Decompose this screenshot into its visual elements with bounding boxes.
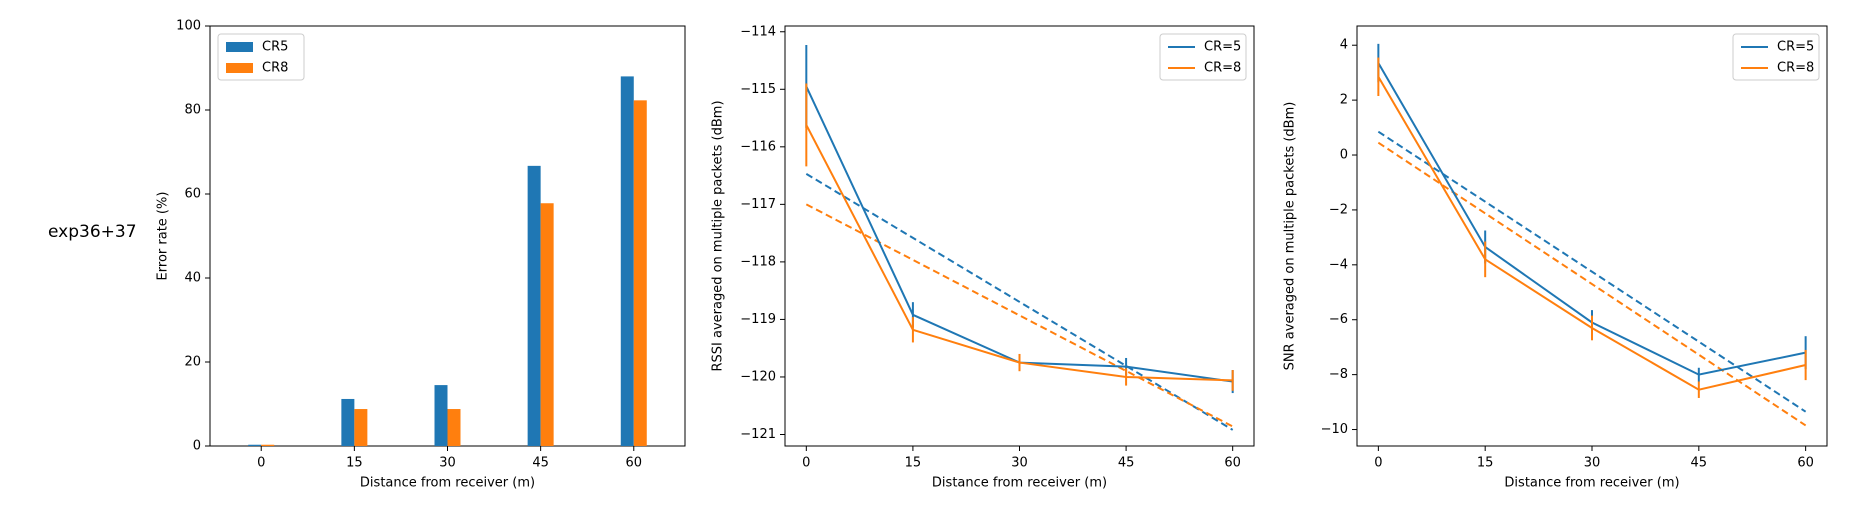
axes-frame bbox=[784, 25, 1255, 447]
x-axis-label: Distance from receiver (m) bbox=[1504, 476, 1679, 491]
y-tick-label: −121 bbox=[740, 427, 776, 442]
x-tick-label: 45 bbox=[1691, 456, 1708, 471]
bar-cr8-15 bbox=[354, 409, 368, 446]
y-tick-label: −120 bbox=[740, 369, 776, 384]
x-tick-label: 15 bbox=[346, 456, 363, 471]
y-axis-label: RSSI averaged on multiple packets (dBm) bbox=[711, 100, 726, 371]
series-line-cr=5 bbox=[805, 85, 1233, 383]
x-tick-label: 60 bbox=[1797, 456, 1814, 471]
bar-cr5-45 bbox=[527, 165, 541, 447]
x-tick-label: 30 bbox=[1011, 456, 1028, 471]
y-tick-label: 0 bbox=[1340, 148, 1348, 163]
axes-frame bbox=[1356, 25, 1828, 447]
trendline-cr=5 bbox=[805, 173, 1234, 431]
bar-cr8-60 bbox=[633, 100, 647, 446]
x-tick-label: 0 bbox=[1374, 456, 1382, 471]
legend-label: CR=8 bbox=[1777, 61, 1814, 76]
bar-cr8-45 bbox=[540, 203, 554, 446]
legend-label: CR=5 bbox=[1204, 40, 1241, 55]
y-tick-label: −2 bbox=[1329, 202, 1348, 217]
series-line-cr=8 bbox=[805, 124, 1233, 382]
bar-cr8-0 bbox=[261, 444, 275, 446]
legend-label: CR=8 bbox=[1204, 61, 1241, 76]
y-tick-label: −117 bbox=[740, 197, 776, 212]
x-tick-label: 45 bbox=[1118, 456, 1135, 471]
trendline-cr=5 bbox=[1377, 130, 1807, 413]
y-tick-label: 100 bbox=[176, 19, 201, 34]
y-tick-label: −116 bbox=[740, 139, 776, 154]
legend-swatch bbox=[226, 42, 253, 52]
x-tick-label: 15 bbox=[905, 456, 922, 471]
y-tick-label: 80 bbox=[184, 103, 201, 118]
y-axis-label: SNR averaged on multiple packets (dBm) bbox=[1283, 102, 1298, 371]
x-tick-label: 0 bbox=[802, 456, 810, 471]
x-tick-label: 0 bbox=[257, 456, 265, 471]
trendline-cr=8 bbox=[1377, 141, 1807, 427]
y-tick-label: −8 bbox=[1329, 367, 1348, 382]
legend-swatch bbox=[226, 63, 253, 73]
legend-label: CR=5 bbox=[1777, 40, 1814, 55]
x-tick-label: 30 bbox=[1584, 456, 1601, 471]
y-tick-label: −118 bbox=[740, 254, 776, 269]
y-tick-label: 2 bbox=[1340, 93, 1348, 108]
bar-cr8-30 bbox=[447, 409, 461, 446]
y-tick-label: −4 bbox=[1329, 257, 1348, 272]
y-tick-label: −119 bbox=[740, 312, 776, 327]
rssi-line-chart: 0 15 30 45 60 −121 −120 −119 −118 −117 −116 −115 −11… bbox=[711, 24, 1255, 491]
y-tick-label: −10 bbox=[1321, 422, 1348, 437]
x-tick-label: 15 bbox=[1477, 456, 1494, 471]
error-rate-bar-chart: 0 15 30 45 60 0 20 40 60 80 100 Distance from recei… bbox=[156, 19, 686, 491]
y-axis-label: Error rate (%) bbox=[156, 192, 171, 281]
y-tick-label: 40 bbox=[184, 271, 201, 286]
x-tick-label: 30 bbox=[439, 456, 456, 471]
x-tick-label: 60 bbox=[1224, 456, 1241, 471]
trendline-cr=8 bbox=[805, 203, 1234, 428]
y-tick-label: 4 bbox=[1340, 38, 1348, 53]
y-tick-label: −114 bbox=[740, 24, 776, 39]
y-tick-label: 60 bbox=[184, 187, 201, 202]
snr-line-chart: 0 15 30 45 60 −10 −8 −6 −4 −2 0 2 4 Distance from rec… bbox=[1283, 25, 1828, 491]
figure-row-label: exp36+37 bbox=[48, 222, 137, 242]
legend-label: CR5 bbox=[262, 40, 288, 55]
x-tick-label: 45 bbox=[532, 456, 549, 471]
bar-cr5-60 bbox=[620, 76, 634, 447]
y-tick-label: −6 bbox=[1329, 312, 1348, 327]
x-axis-label: Distance from receiver (m) bbox=[932, 476, 1107, 491]
axes-frame bbox=[209, 25, 686, 447]
y-tick-label: 20 bbox=[184, 355, 201, 370]
legend-label: CR8 bbox=[262, 61, 288, 76]
legend-box bbox=[217, 33, 305, 81]
x-tick-label: 60 bbox=[626, 456, 643, 471]
bar-cr5-15 bbox=[341, 398, 355, 446]
bar-cr5-0 bbox=[248, 444, 262, 446]
x-axis-label: Distance from receiver (m) bbox=[360, 476, 535, 491]
series-line-cr=8 bbox=[1377, 76, 1806, 391]
bar-cr5-30 bbox=[434, 385, 448, 446]
y-tick-label: −115 bbox=[740, 82, 776, 97]
y-tick-label: 0 bbox=[193, 439, 201, 454]
